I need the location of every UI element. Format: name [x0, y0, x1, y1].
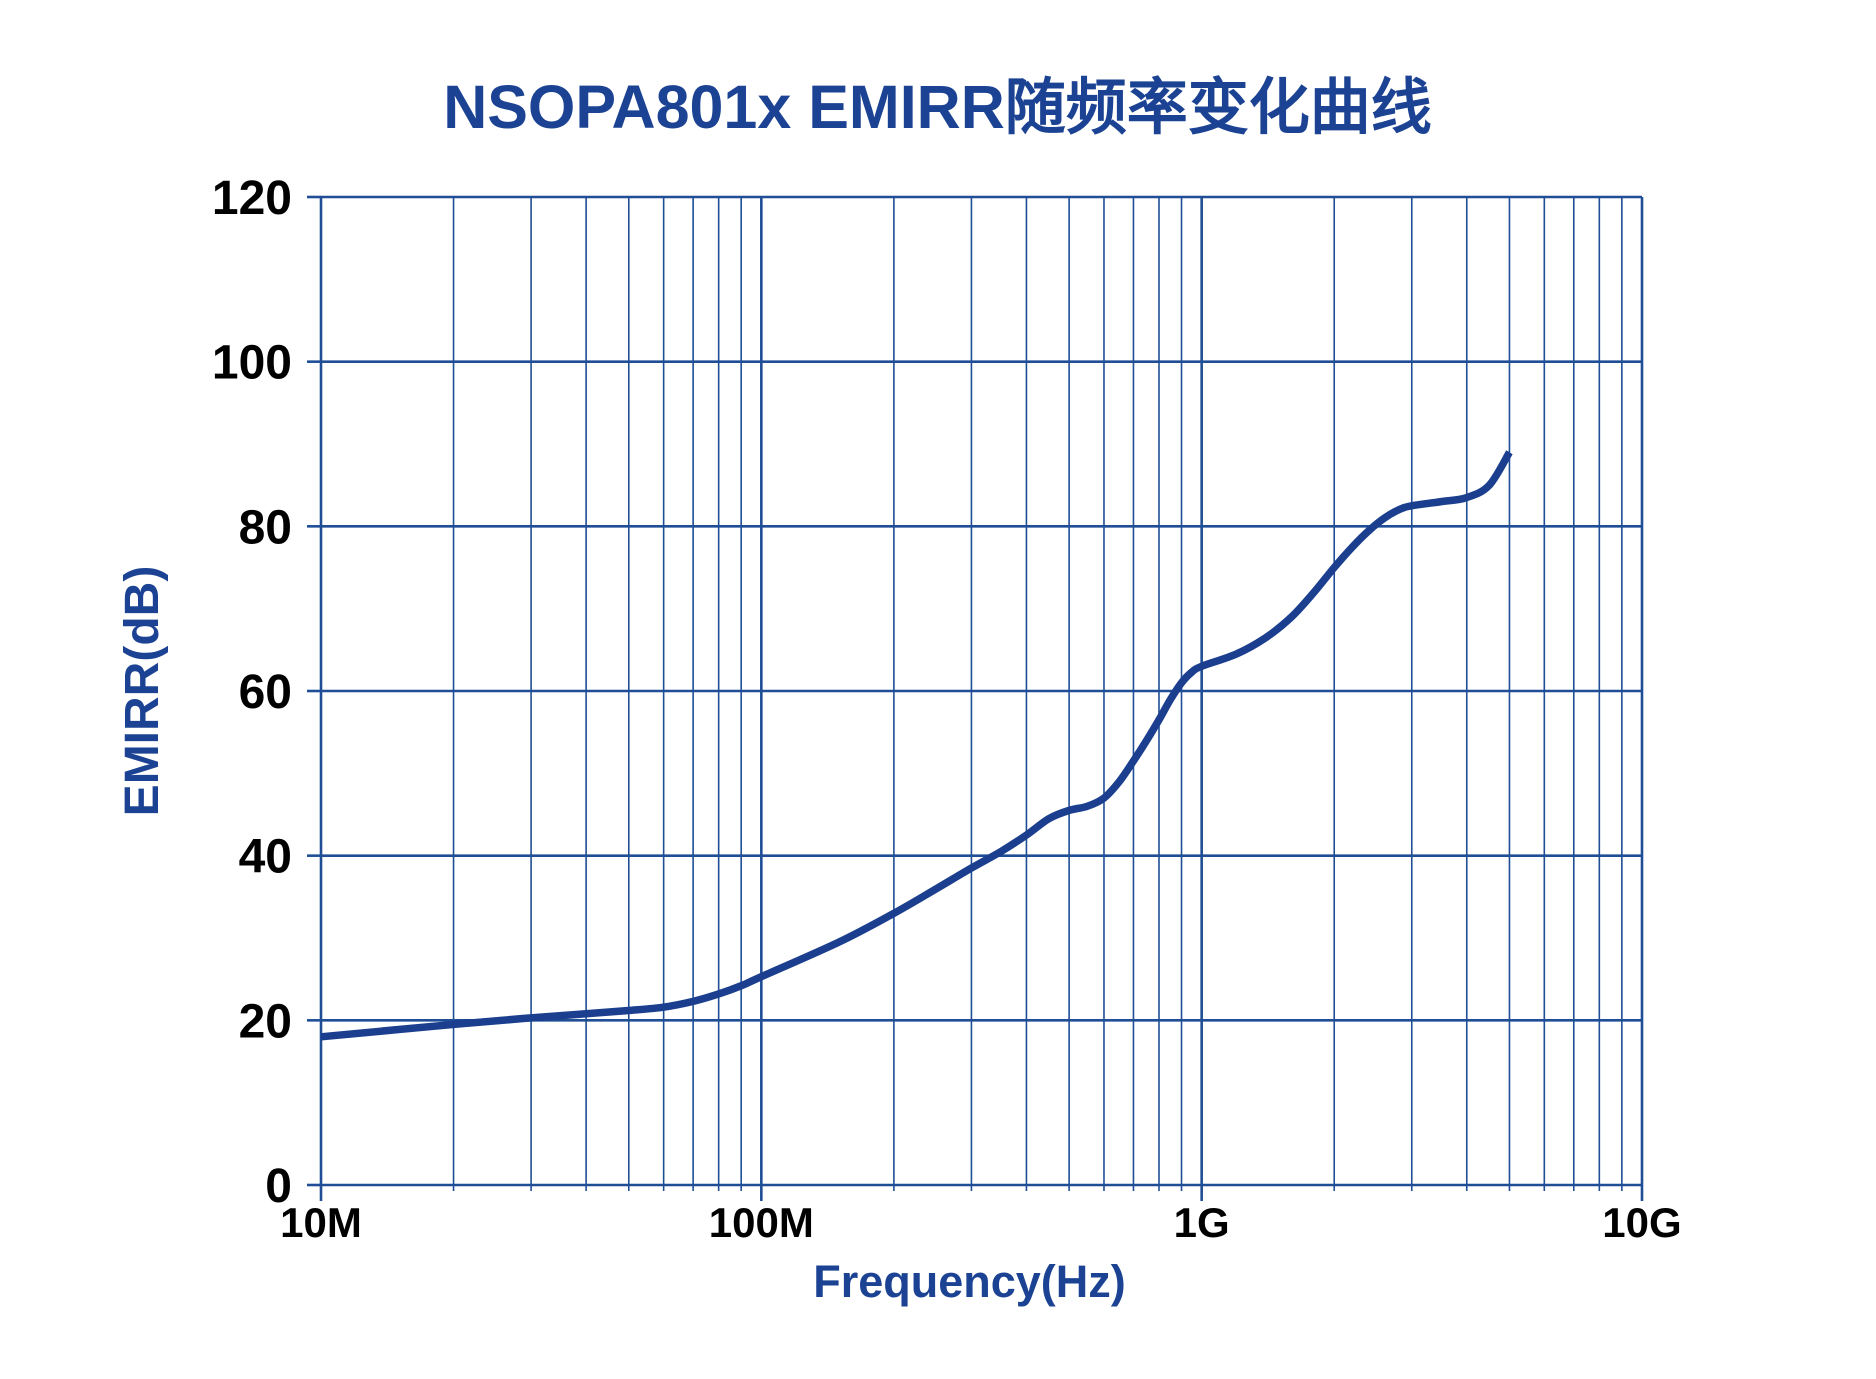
svg-text:EMIRR(dB): EMIRR(dB) [116, 566, 169, 817]
svg-text:1G: 1G [1174, 1199, 1230, 1246]
svg-text:120: 120 [212, 172, 292, 225]
svg-text:20: 20 [239, 995, 292, 1048]
svg-text:40: 40 [239, 831, 292, 884]
svg-text:80: 80 [239, 501, 292, 554]
svg-text:100M: 100M [709, 1199, 814, 1246]
svg-text:Frequency(Hz): Frequency(Hz) [813, 1256, 1126, 1307]
svg-text:10G: 10G [1602, 1199, 1681, 1246]
svg-text:100: 100 [212, 337, 292, 390]
svg-text:NSOPA801x EMIRR随频率变化曲线: NSOPA801x EMIRR随频率变化曲线 [443, 73, 1432, 141]
svg-text:10M: 10M [280, 1199, 362, 1246]
svg-text:60: 60 [239, 666, 292, 719]
